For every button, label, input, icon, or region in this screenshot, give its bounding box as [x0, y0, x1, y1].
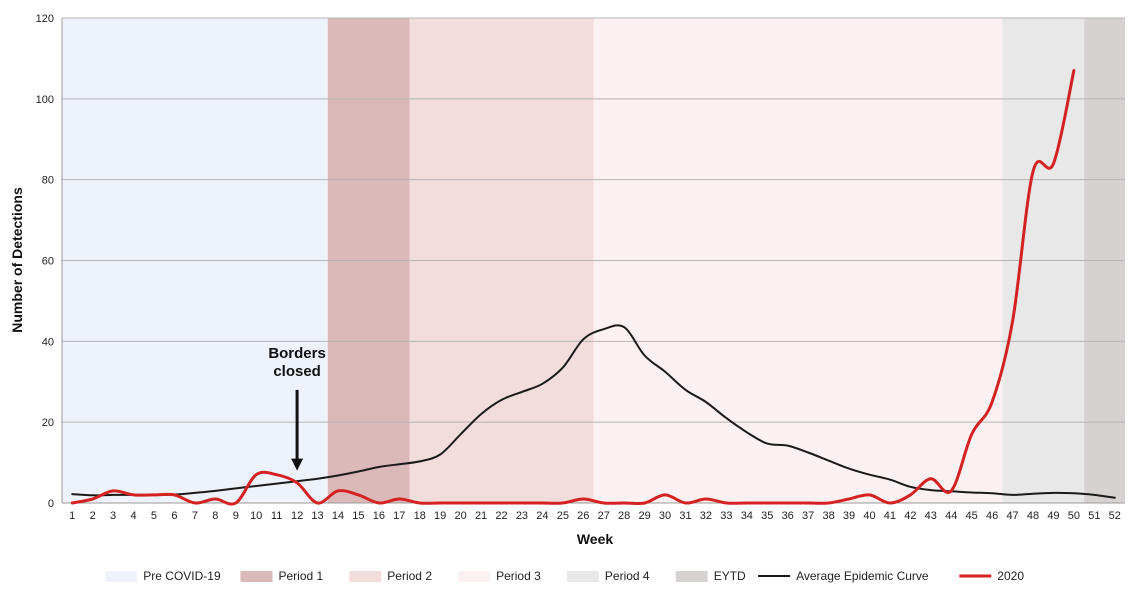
x-tick-label: 28	[618, 510, 630, 522]
legend-label: Average Epidemic Curve	[796, 569, 929, 583]
x-tick-label: 8	[212, 510, 218, 522]
x-tick-label: 15	[352, 510, 364, 522]
x-tick-label: 24	[536, 510, 548, 522]
legend-swatch	[349, 571, 382, 582]
x-tick-label: 12	[291, 510, 303, 522]
x-tick-label: 10	[250, 510, 262, 522]
x-tick-label: 13	[311, 510, 323, 522]
y-tick-label: 60	[42, 256, 54, 268]
y-axis-title: Number of Detections	[9, 187, 25, 333]
legend-swatch	[240, 571, 273, 582]
y-tick-label: 20	[42, 417, 54, 429]
x-tick-label: 43	[925, 510, 937, 522]
x-tick-label: 50	[1068, 510, 1080, 522]
x-tick-label: 37	[802, 510, 814, 522]
plot-frame	[61, 18, 1125, 504]
y-tick-label: 40	[42, 336, 54, 348]
y-tick-label: 120	[36, 13, 54, 25]
x-tick-label: 32	[700, 510, 712, 522]
x-tick-label: 16	[373, 510, 385, 522]
y-tick-label: 0	[48, 498, 54, 510]
x-tick-label: 36	[782, 510, 794, 522]
y-tick-label: 80	[42, 175, 54, 187]
x-tick-label: 52	[1109, 510, 1121, 522]
x-tick-label: 35	[761, 510, 773, 522]
x-tick-label: 38	[822, 510, 834, 522]
x-tick-label: 47	[1006, 510, 1018, 522]
x-tick-label: 22	[495, 510, 507, 522]
legend-label: Pre COVID-19	[143, 569, 221, 583]
x-tick-label: 11	[271, 510, 282, 522]
x-tick-label: 46	[986, 510, 998, 522]
annotation-arrow-head	[291, 458, 304, 471]
x-tick-label: 14	[332, 510, 344, 522]
x-tick-label: 3	[110, 510, 116, 522]
annotation-text: Borders	[268, 345, 326, 362]
legend-swatch	[105, 571, 138, 582]
x-tick-label: 51	[1088, 510, 1100, 522]
x-tick-label: 2	[90, 510, 96, 522]
x-tick-label: 17	[393, 510, 405, 522]
x-tick-label: 29	[638, 510, 650, 522]
annotation-text: closed	[273, 363, 321, 380]
x-tick-label: 34	[741, 510, 753, 522]
y-tick-label: 100	[36, 94, 54, 106]
x-tick-label: 31	[679, 510, 691, 522]
x-tick-label: 25	[557, 510, 569, 522]
x-tick-label: 9	[233, 510, 239, 522]
series-lines	[70, 69, 1116, 506]
x-tick-label: 19	[434, 510, 446, 522]
x-tick-label: 45	[966, 510, 978, 522]
x-tick-label: 4	[130, 510, 136, 522]
x-tick-label: 26	[577, 510, 589, 522]
legend-label: Period 1	[279, 569, 324, 583]
x-tick-label: 30	[659, 510, 671, 522]
x-tick-label: 39	[843, 510, 855, 522]
x-tick-label: 27	[598, 510, 610, 522]
x-tick-label: 48	[1027, 510, 1039, 522]
legend-swatch	[458, 571, 491, 582]
x-tick-label: 44	[945, 510, 957, 522]
x-tick-label: 20	[455, 510, 467, 522]
x-tick-label: 40	[863, 510, 875, 522]
x-tick-label: 5	[151, 510, 157, 522]
x-axis-title: Week	[577, 531, 614, 547]
series-line-1	[70, 69, 1076, 506]
x-tick-label: 21	[475, 510, 487, 522]
x-tick-label: 41	[884, 510, 896, 522]
x-tick-label: 6	[171, 510, 177, 522]
y-tick-labels: 0 20 40 60 80 100 120	[36, 13, 54, 510]
legend: Pre COVID-19 Period 1 Period 2 Period 3 Peri…	[105, 569, 1024, 583]
legend-label: Period 3	[496, 569, 541, 583]
x-tick-label: 18	[414, 510, 426, 522]
x-tick-label: 49	[1047, 510, 1059, 522]
x-tick-label: 23	[516, 510, 528, 522]
legend-swatch	[566, 571, 599, 582]
x-tick-label: 42	[904, 510, 916, 522]
legend-swatch	[675, 571, 708, 582]
x-tick-label: 7	[192, 510, 198, 522]
legend-label: EYTD	[714, 569, 746, 583]
legend-label: Period 4	[605, 569, 650, 583]
x-tick-label: 33	[720, 510, 732, 522]
legend-label: Period 2	[387, 569, 432, 583]
x-tick-labels: 1 2 3 4 5 6 7 8 9 10 11 12 13 14 15 16 17 18 19 20 21 22 23 24 2…	[69, 510, 1121, 522]
x-tick-label: 1	[69, 510, 75, 522]
legend-label: 2020	[997, 569, 1024, 583]
